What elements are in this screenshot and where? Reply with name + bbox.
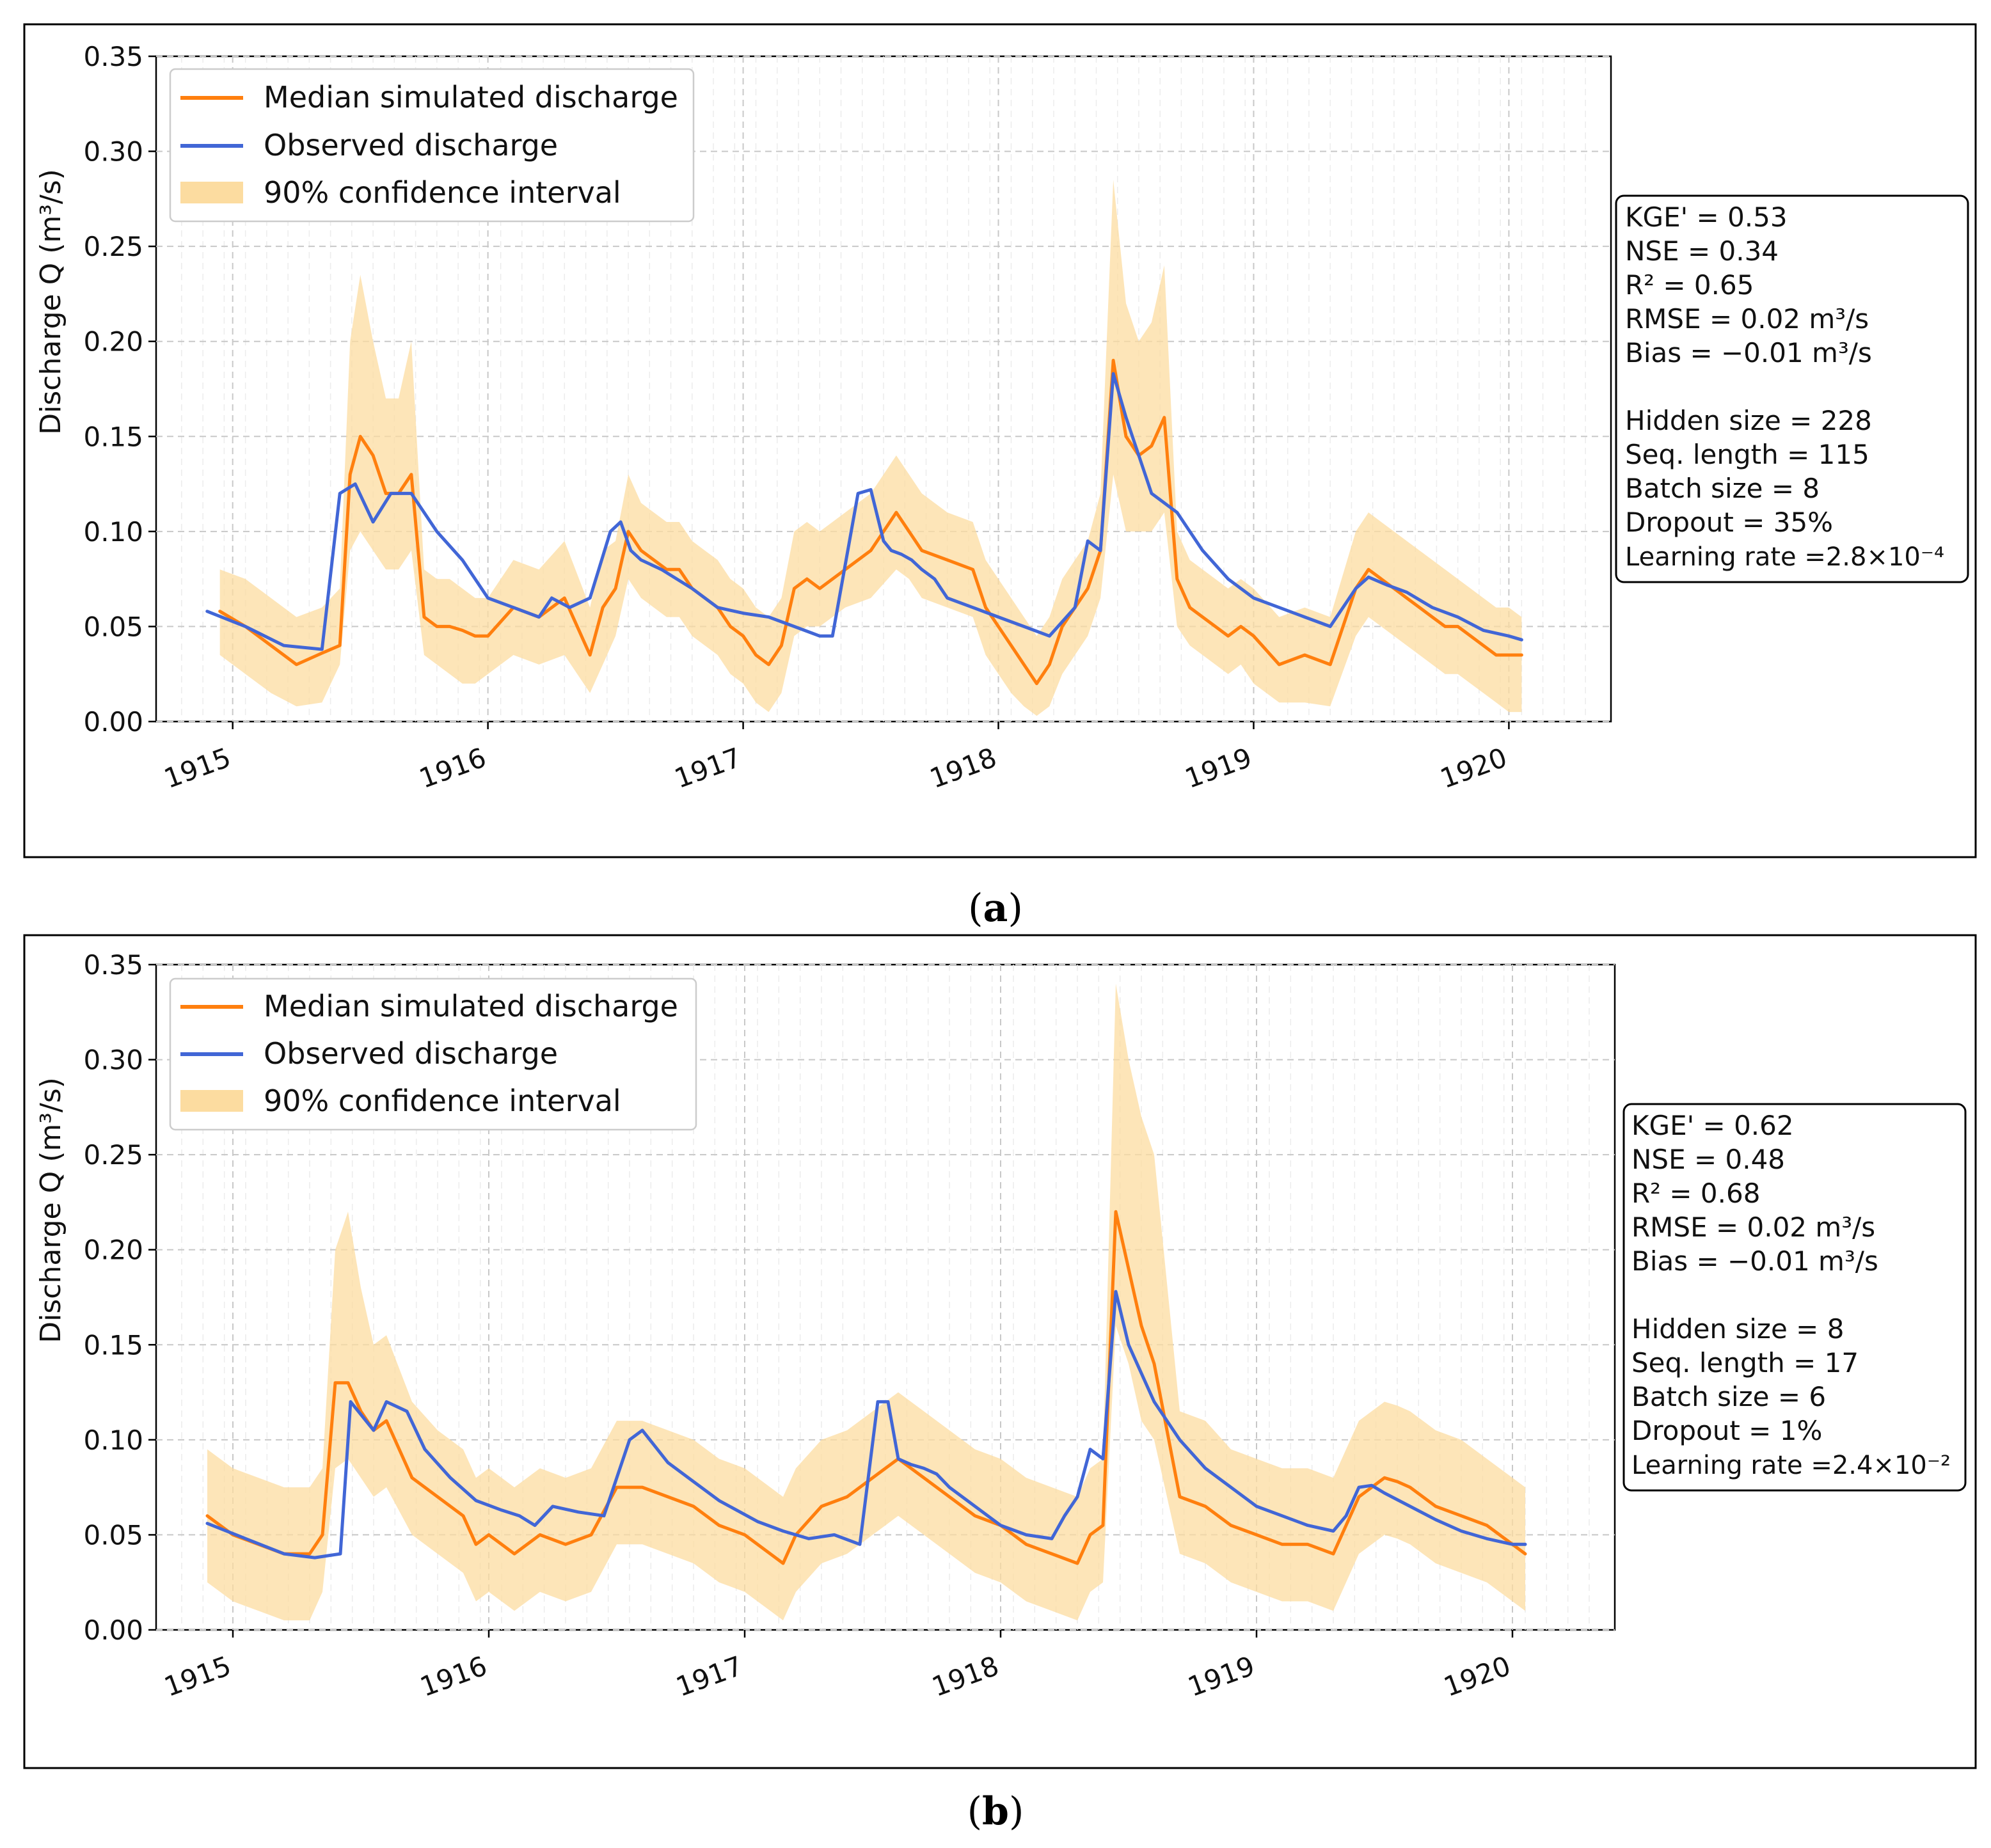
y-tick-label: 0.10 [83,516,143,548]
panel-a-legend-label-ci: 90% confidence interval [264,175,621,210]
y-tick-label: 0.25 [83,1139,143,1171]
panel-b-metric-r2: R² = 0.68 [1631,1178,1760,1209]
panel-b-legend-swatch-ci [180,1090,243,1112]
panel-a-metric-nse: NSE = 0.34 [1625,235,1779,267]
y-tick-label: 0.25 [83,231,143,262]
y-tick-label: 0.05 [83,611,143,642]
panel-a-metric-seq-length: Seq. length = 115 [1625,439,1869,470]
panel-a-legend-label-median: Median simulated discharge [264,80,678,115]
y-tick-label: 0.20 [83,326,143,358]
panel-a-metric-kge: KGE' = 0.53 [1625,201,1788,233]
y-tick-label: 0.30 [83,1045,143,1076]
panel-a-legend-label-observed: Observed discharge [264,128,558,162]
y-tick-label: 0.20 [83,1235,143,1266]
panel-b-metrics: KGE' = 0.62 NSE = 0.48 R² = 0.68 RMSE = … [1622,1103,1967,1492]
panel-a-metric-hidden-size: Hidden size = 228 [1625,405,1872,436]
panel-a-metric-learning-rate: Learning rate =2.8×10⁻⁴ [1625,542,1944,572]
observed-discharge-line [205,1290,1527,1560]
panel-b-metrics-box [1622,1103,1967,1492]
observed-discharge-line [205,372,1523,651]
panel-a-legend-box [169,68,695,223]
panel-b-legend-box [169,977,697,1131]
panel-b-metric-batch-size: Batch size = 6 [1631,1381,1826,1412]
panel-a-caption: (a) [968,886,1023,931]
panel-b-metric-learning-rate: Learning rate =2.4×10⁻² [1631,1451,1951,1480]
panel-b-metric-dropout: Dropout = 1% [1631,1415,1822,1446]
panel-b-lines-layer [205,1210,1527,1565]
panel-b-legend-label-observed: Observed discharge [264,1036,558,1071]
panel-a-metric-rmse: RMSE = 0.02 m³/s [1625,303,1869,335]
ci-band [219,180,1522,716]
panel-a-lines-layer [205,358,1523,686]
y-tick-label: 0.35 [83,949,143,981]
y-tick-label: 0.15 [83,421,143,452]
y-tick-label: 0.00 [83,706,143,738]
panel-b-legend-label-median: Median simulated discharge [264,989,678,1023]
y-tick-label: 0.00 [83,1615,143,1646]
y-tick-label: 0.10 [83,1425,143,1456]
panel-a-metric-dropout: Dropout = 35% [1625,507,1833,538]
panel-a-legend-swatch-ci [180,182,243,203]
panel-a-ci-layer [219,180,1522,716]
panel-b-y-axis-title: Discharge Q (m³/s) [35,1077,67,1343]
panel-b-metric-kge: KGE' = 0.62 [1631,1110,1794,1141]
panel-b-metric-bias: Bias = −0.01 m³/s [1631,1245,1878,1277]
panel-a-metrics-box [1615,194,1969,583]
panel-a-y-axis-title: Discharge Q (m³/s) [35,169,67,435]
panel-a-legend: Median simulated discharge Observed disc… [169,68,695,223]
panel-a-metric-r2: R² = 0.65 [1625,269,1754,301]
panel-a-metric-bias: Bias = −0.01 m³/s [1625,337,1872,368]
panel-b-metric-seq-length: Seq. length = 17 [1631,1347,1859,1378]
panel-b-metric-nse: NSE = 0.48 [1631,1144,1785,1175]
panel-b-legend: Median simulated discharge Observed disc… [169,977,697,1131]
panel-b-ci-layer [207,983,1525,1621]
median-simulated-line [205,1210,1527,1565]
median-simulated-line [218,358,1523,686]
y-tick-label: 0.05 [83,1519,143,1551]
panel-b-legend-label-ci: 90% confidence interval [264,1084,621,1118]
panel-b-metric-hidden-size: Hidden size = 8 [1631,1313,1844,1345]
panel-b-metric-rmse: RMSE = 0.02 m³/s [1631,1212,1875,1243]
y-tick-label: 0.15 [83,1329,143,1361]
panel-a-metric-batch-size: Batch size = 8 [1625,473,1820,504]
ci-band [207,983,1525,1621]
panel-b-caption: (b) [967,1789,1024,1834]
panel-a-metrics: KGE' = 0.53 NSE = 0.34 R² = 0.65 RMSE = … [1615,194,1969,583]
y-tick-label: 0.30 [83,136,143,168]
y-tick-label: 0.35 [83,41,143,72]
